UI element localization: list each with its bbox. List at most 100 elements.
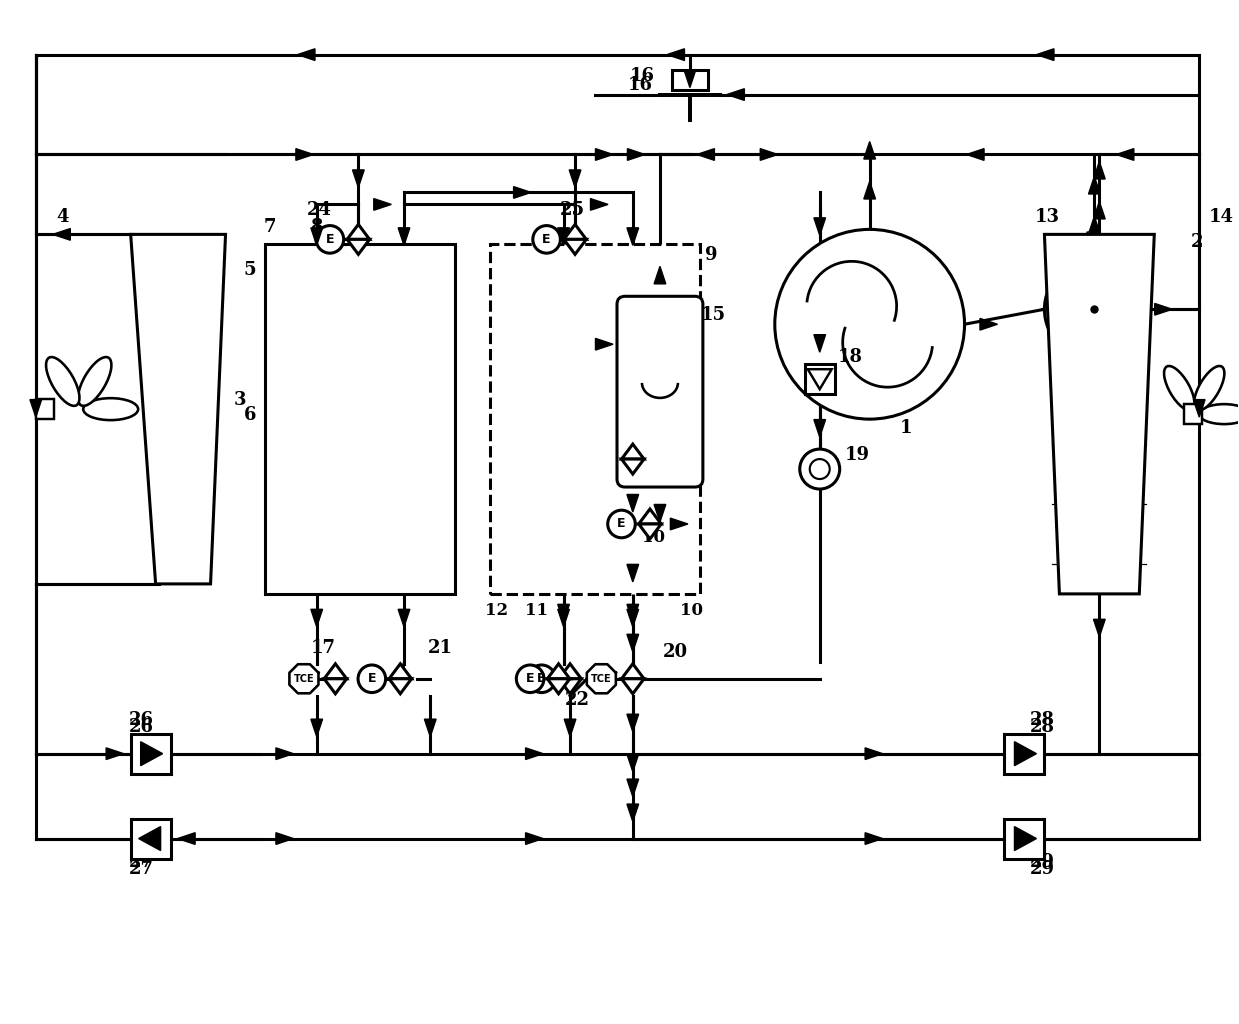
Bar xyxy=(672,70,707,89)
Polygon shape xyxy=(276,748,294,760)
Polygon shape xyxy=(654,266,665,284)
Text: 28: 28 xyxy=(1030,711,1054,729)
Text: 26: 26 xyxy=(129,711,154,729)
Polygon shape xyxy=(514,186,532,199)
Polygon shape xyxy=(639,509,662,524)
Polygon shape xyxy=(622,664,644,679)
Polygon shape xyxy=(696,148,715,161)
Polygon shape xyxy=(627,227,638,246)
Text: 14: 14 xyxy=(1209,209,1234,226)
Text: 29: 29 xyxy=(1030,859,1054,878)
Polygon shape xyxy=(559,664,581,679)
Polygon shape xyxy=(596,338,613,350)
Text: 2: 2 xyxy=(1191,233,1204,251)
Bar xyxy=(1005,818,1044,858)
Text: TCE: TCE xyxy=(294,674,315,684)
Polygon shape xyxy=(558,604,570,622)
Bar xyxy=(805,365,835,394)
Text: 16: 16 xyxy=(628,76,653,93)
Polygon shape xyxy=(1116,148,1134,161)
Polygon shape xyxy=(559,679,581,693)
Polygon shape xyxy=(591,199,608,210)
Text: 10: 10 xyxy=(642,529,665,546)
Polygon shape xyxy=(627,604,638,622)
Polygon shape xyxy=(1089,176,1100,194)
Polygon shape xyxy=(276,833,294,845)
Polygon shape xyxy=(525,833,543,845)
Polygon shape xyxy=(1094,620,1105,637)
Circle shape xyxy=(358,665,385,692)
Bar xyxy=(130,818,171,858)
Text: E: E xyxy=(538,673,546,685)
Ellipse shape xyxy=(83,398,139,420)
Text: 3: 3 xyxy=(233,391,247,410)
Polygon shape xyxy=(398,227,410,246)
Polygon shape xyxy=(548,664,570,679)
Polygon shape xyxy=(808,370,831,389)
Polygon shape xyxy=(670,518,688,529)
Text: 13: 13 xyxy=(1035,209,1059,226)
Polygon shape xyxy=(627,754,638,772)
Circle shape xyxy=(528,665,555,692)
Circle shape xyxy=(774,229,964,419)
Polygon shape xyxy=(297,49,315,60)
Text: 27: 27 xyxy=(129,859,154,878)
Ellipse shape xyxy=(46,357,79,406)
Circle shape xyxy=(799,450,840,489)
Polygon shape xyxy=(627,714,638,732)
Polygon shape xyxy=(325,679,347,693)
Ellipse shape xyxy=(1165,366,1194,411)
Polygon shape xyxy=(177,833,195,845)
Circle shape xyxy=(533,225,560,253)
Polygon shape xyxy=(564,240,586,254)
Bar xyxy=(1184,404,1202,424)
Polygon shape xyxy=(622,444,644,459)
FancyBboxPatch shape xyxy=(617,296,703,487)
Polygon shape xyxy=(1089,216,1100,233)
Polygon shape xyxy=(761,148,778,161)
Polygon shape xyxy=(374,199,392,210)
Polygon shape xyxy=(814,420,825,437)
Text: 6: 6 xyxy=(244,407,256,424)
Text: E: E xyxy=(617,517,626,530)
Polygon shape xyxy=(558,227,570,246)
Polygon shape xyxy=(667,49,684,60)
Polygon shape xyxy=(1015,741,1037,766)
Text: 22: 22 xyxy=(565,691,590,709)
Text: 1: 1 xyxy=(900,419,912,437)
Polygon shape xyxy=(311,609,322,627)
Circle shape xyxy=(517,665,544,692)
Text: 25: 25 xyxy=(560,202,585,219)
Text: 28: 28 xyxy=(1030,718,1054,735)
Text: 19: 19 xyxy=(845,446,870,464)
Text: E: E xyxy=(525,673,534,685)
Polygon shape xyxy=(1193,399,1206,417)
Circle shape xyxy=(1044,259,1145,359)
Bar xyxy=(491,245,700,594)
Polygon shape xyxy=(627,634,638,652)
Text: 10: 10 xyxy=(680,602,703,618)
Ellipse shape xyxy=(1194,366,1224,411)
Ellipse shape xyxy=(1199,404,1239,424)
Polygon shape xyxy=(1044,234,1155,594)
Polygon shape xyxy=(1037,49,1054,60)
Polygon shape xyxy=(865,748,882,760)
Polygon shape xyxy=(814,335,825,352)
Text: 23: 23 xyxy=(644,423,670,441)
Polygon shape xyxy=(864,141,876,159)
Text: TCE: TCE xyxy=(591,674,612,684)
Polygon shape xyxy=(139,826,161,851)
Polygon shape xyxy=(389,664,411,679)
Text: 24: 24 xyxy=(306,202,331,219)
Text: 8: 8 xyxy=(311,218,323,237)
Text: 17: 17 xyxy=(311,639,336,656)
Bar xyxy=(130,734,171,774)
Polygon shape xyxy=(627,804,638,821)
Text: 5: 5 xyxy=(244,261,256,280)
Polygon shape xyxy=(627,564,638,582)
Circle shape xyxy=(316,225,343,253)
Polygon shape xyxy=(30,399,42,417)
Polygon shape xyxy=(627,495,638,512)
Text: 12: 12 xyxy=(486,602,508,618)
Polygon shape xyxy=(1094,162,1105,179)
